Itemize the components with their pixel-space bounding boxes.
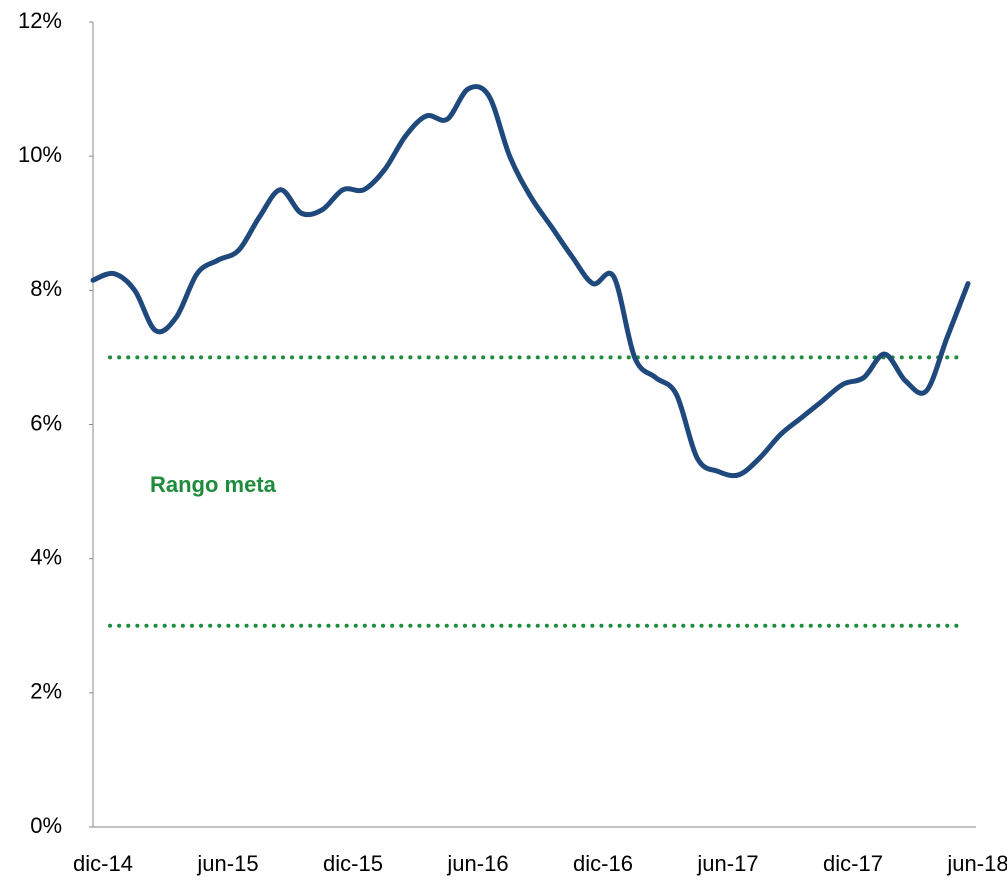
line-series — [90, 84, 971, 479]
x-tick-label: dic-15 — [323, 851, 383, 876]
x-tick-label: dic-16 — [573, 851, 633, 876]
y-tick-label: 12% — [18, 8, 62, 33]
y-tick-label: 4% — [30, 544, 62, 569]
annotation: Rango meta — [150, 472, 277, 497]
y-tick-label: 2% — [30, 679, 62, 704]
x-tick-label: dic-14 — [73, 851, 133, 876]
x-tick-label: jun-16 — [446, 851, 508, 876]
x-tick-label: jun-18 — [946, 851, 1007, 876]
x-tick-label: jun-15 — [196, 851, 258, 876]
x-tick-label: jun-17 — [696, 851, 758, 876]
y-tick-label: 10% — [18, 142, 62, 167]
y-tick-label: 0% — [30, 813, 62, 838]
y-tick-label: 8% — [30, 276, 62, 301]
x-tick-label: dic-17 — [823, 851, 883, 876]
y-tick-label: 6% — [30, 410, 62, 435]
